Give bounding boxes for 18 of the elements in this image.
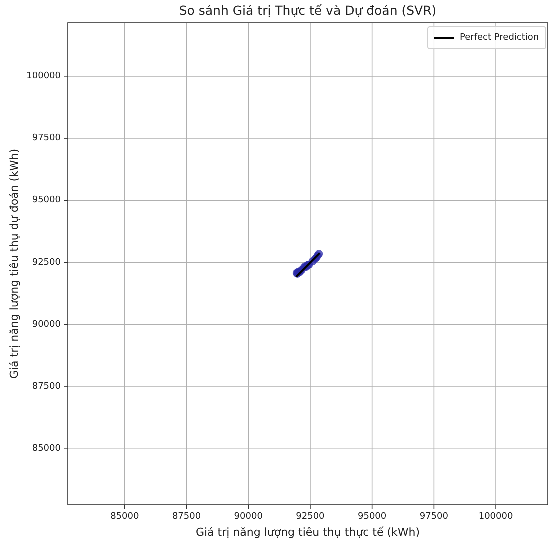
x-tick-label: 100000 <box>478 512 514 522</box>
y-tick-label: 90000 <box>32 320 62 330</box>
y-tick-label: 87500 <box>32 382 62 392</box>
x-tick-label: 95000 <box>358 512 387 522</box>
y-tick-label: 95000 <box>32 196 62 206</box>
x-tick-label: 90000 <box>234 512 264 522</box>
x-tick-label: 85000 <box>110 512 140 522</box>
chart-title: So sánh Giá trị Thực tế và Dự đoán (SVR) <box>179 3 437 18</box>
legend-label: Perfect Prediction <box>460 33 540 43</box>
x-tick-label: 92500 <box>296 512 326 522</box>
x-tick-label: 97500 <box>420 512 449 522</box>
y-axis-title: Giá trị năng lượng tiêu thụ dự đoán (kWh) <box>8 148 21 380</box>
y-tick-label: 100000 <box>26 71 62 82</box>
x-axis-title: Giá trị năng lượng tiêu thụ thực tế (kWh) <box>196 526 420 539</box>
y-tick-label: 97500 <box>32 134 62 144</box>
y-tick-label: 85000 <box>32 444 62 454</box>
x-tick-label: 87500 <box>172 512 202 522</box>
y-tick-label: 92500 <box>32 258 62 268</box>
